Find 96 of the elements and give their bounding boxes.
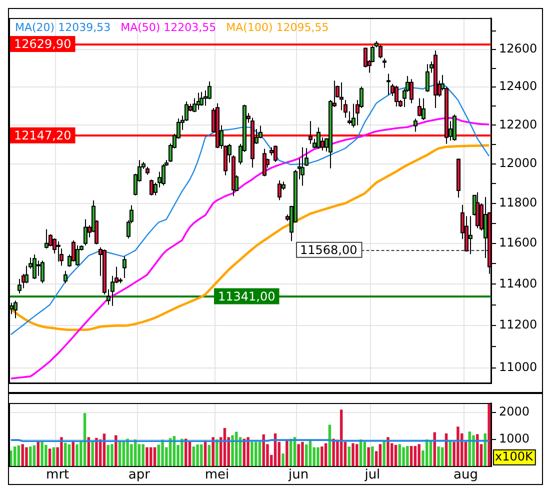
bar bbox=[110, 444, 114, 466]
bar bbox=[60, 437, 63, 466]
bar bbox=[68, 444, 71, 466]
bar bbox=[157, 444, 160, 466]
y-tick-label: 11000 bbox=[499, 360, 538, 374]
bar bbox=[36, 442, 40, 466]
bar bbox=[402, 447, 405, 466]
bar bbox=[305, 444, 308, 466]
bar bbox=[378, 444, 382, 466]
bar bbox=[161, 440, 164, 466]
text: MA(50) 12203,55 bbox=[120, 21, 216, 34]
ref-line-label: 12629,90 bbox=[14, 37, 72, 52]
bar bbox=[188, 442, 192, 466]
bar bbox=[282, 453, 284, 466]
y-tick-label: 11800 bbox=[499, 195, 538, 210]
x-tick-label: mrt bbox=[46, 468, 70, 483]
bar bbox=[316, 447, 320, 466]
bar bbox=[29, 446, 32, 466]
ref-line-label: 12147,20 bbox=[14, 128, 72, 142]
bar bbox=[212, 437, 214, 466]
bar bbox=[488, 403, 490, 466]
y-tick-label: 12000 bbox=[499, 156, 538, 170]
bar bbox=[146, 447, 148, 466]
bar bbox=[48, 448, 52, 466]
bar bbox=[44, 444, 48, 466]
bar bbox=[394, 444, 398, 466]
bar bbox=[258, 442, 262, 466]
bar bbox=[301, 442, 304, 466]
y-tick-label: 1000 bbox=[499, 432, 530, 446]
y-tick-label: 11600 bbox=[499, 236, 538, 250]
bar bbox=[437, 446, 440, 466]
bar bbox=[32, 445, 36, 466]
bar bbox=[441, 447, 444, 466]
bar bbox=[414, 446, 417, 466]
text: MA(20) 12039,53 bbox=[15, 21, 111, 34]
x-tick-label: apr bbox=[128, 468, 151, 483]
bar bbox=[386, 437, 390, 466]
bar bbox=[25, 447, 28, 466]
bar bbox=[200, 444, 203, 466]
y-tick-label: 12600 bbox=[499, 42, 538, 56]
bar bbox=[398, 444, 402, 466]
x-tick-label: jul bbox=[364, 468, 380, 483]
bar bbox=[246, 437, 250, 466]
bar bbox=[348, 446, 350, 466]
bar bbox=[95, 438, 98, 466]
bar bbox=[382, 440, 386, 466]
y-tick-label: 12400 bbox=[499, 79, 538, 94]
bar bbox=[122, 442, 126, 466]
bar bbox=[262, 434, 265, 466]
bar bbox=[180, 438, 184, 466]
x-tick-label: jun bbox=[288, 468, 309, 483]
bar bbox=[254, 442, 258, 466]
bar bbox=[472, 435, 475, 466]
bar bbox=[297, 444, 300, 466]
bar bbox=[40, 442, 44, 466]
bar bbox=[142, 444, 144, 466]
bar bbox=[418, 444, 420, 466]
bar bbox=[208, 444, 211, 466]
bar bbox=[64, 442, 67, 466]
bar bbox=[456, 426, 460, 466]
bar bbox=[106, 444, 110, 466]
y-tick-label: 11400 bbox=[499, 276, 538, 290]
ref-line-label: 11341,00 bbox=[218, 289, 276, 304]
bar bbox=[476, 434, 479, 466]
bar bbox=[371, 446, 374, 466]
bar bbox=[17, 445, 20, 466]
bar bbox=[126, 438, 129, 466]
bar bbox=[286, 440, 288, 466]
bar bbox=[363, 442, 366, 466]
y-tick-label: 12200 bbox=[499, 117, 538, 132]
bar bbox=[406, 446, 409, 466]
bar bbox=[352, 443, 354, 466]
bar bbox=[196, 444, 199, 466]
bar bbox=[13, 446, 16, 466]
bar bbox=[76, 444, 78, 466]
bar bbox=[320, 446, 324, 466]
ref-line-label: 11568,00 bbox=[300, 242, 358, 257]
bar bbox=[10, 450, 12, 466]
x-tick-label: aug bbox=[454, 468, 478, 483]
y-axis-title: x100K bbox=[495, 450, 534, 464]
bar bbox=[231, 435, 234, 466]
text: MA(100) 12095,55 bbox=[226, 21, 329, 34]
bar bbox=[114, 435, 118, 466]
y-tick-label: 2000 bbox=[499, 404, 530, 419]
bar bbox=[21, 444, 24, 466]
bar bbox=[91, 440, 94, 466]
y-tick-label: 11200 bbox=[499, 318, 538, 332]
bar bbox=[356, 444, 358, 466]
bar bbox=[235, 432, 238, 466]
bar bbox=[332, 438, 335, 466]
x-tick-label: mei bbox=[204, 468, 230, 483]
bar bbox=[192, 446, 195, 466]
bar bbox=[250, 442, 254, 466]
bar bbox=[367, 447, 370, 466]
bar bbox=[216, 440, 218, 466]
bar bbox=[410, 446, 413, 466]
